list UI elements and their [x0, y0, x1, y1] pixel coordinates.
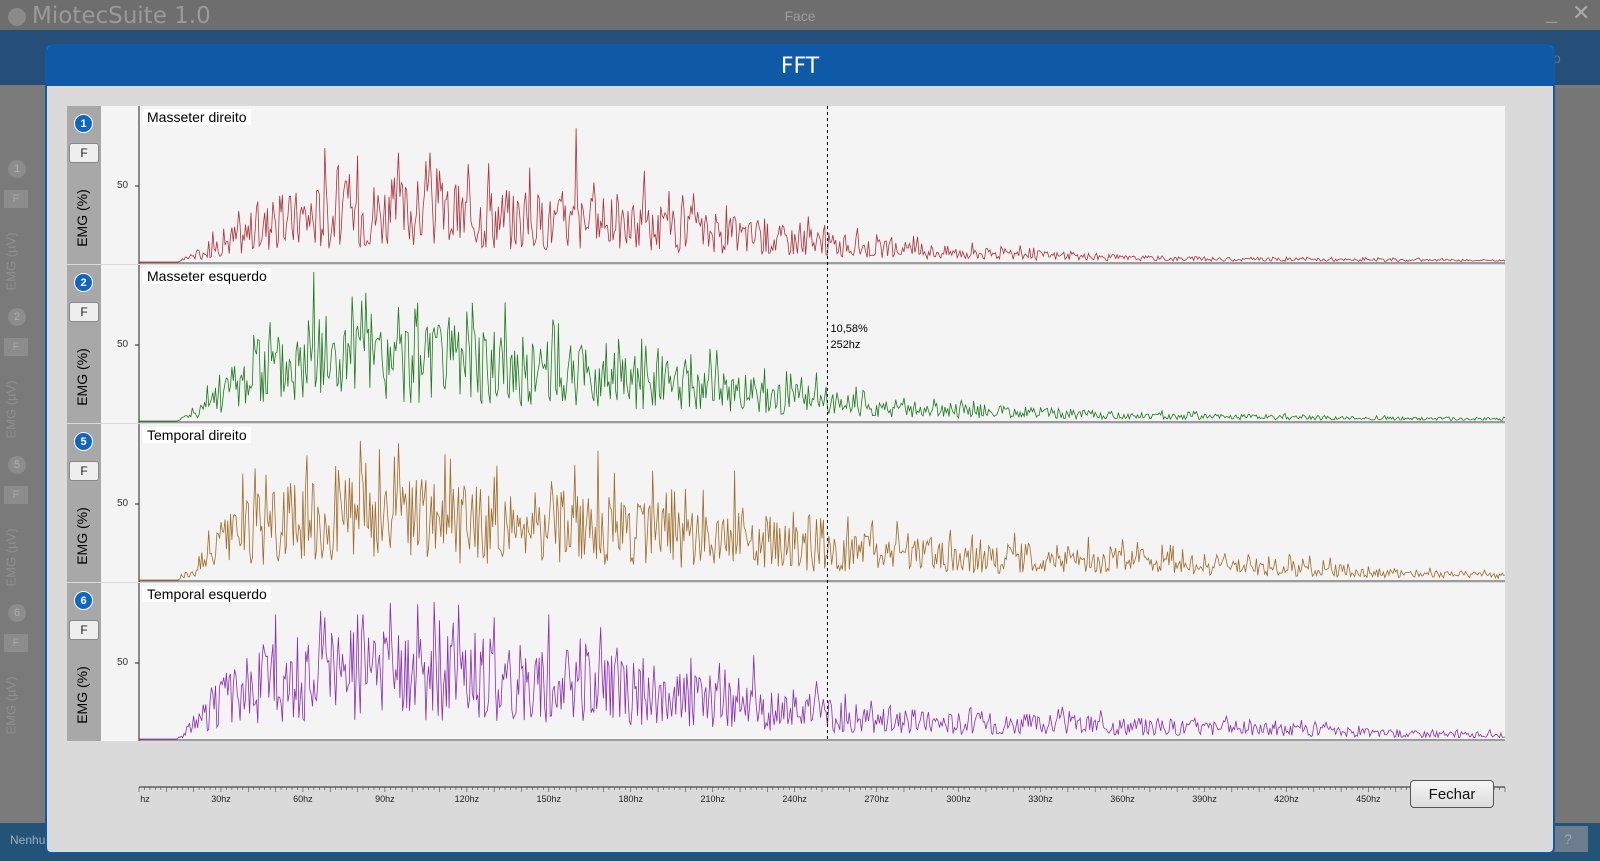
x-tick-label: 300hz — [946, 794, 971, 804]
app-filter-button[interactable]: F — [4, 338, 28, 356]
cursor-readout: 10,58% 252hz — [830, 321, 867, 353]
x-tick-label: 60hz — [293, 794, 313, 804]
app-axis-label-text: EMG (µV) — [3, 380, 19, 439]
app-right-panel — [1553, 88, 1600, 823]
app-axis-label-text: EMG (µV) — [3, 232, 19, 291]
spectrum-series — [139, 271, 1505, 422]
app-filter-button[interactable]: F — [4, 486, 28, 504]
x-tick-label: 270hz — [864, 794, 889, 804]
spectrum-plot — [135, 265, 1505, 423]
app-axis-label: EMG (µV) — [4, 522, 32, 592]
status-text: Nenhu — [10, 833, 46, 847]
panel-title: Temporal esquerdo — [143, 586, 271, 602]
app-axis-label: EMG (µV) — [4, 670, 32, 740]
app-channel-badge[interactable]: 1 — [8, 160, 26, 178]
filter-button[interactable]: F — [69, 302, 99, 322]
x-tick-label: 450hz — [1356, 794, 1381, 804]
x-tick-label: 240hz — [782, 794, 807, 804]
x-tick-label: 30hz — [211, 794, 231, 804]
app-channel-badge[interactable]: 6 — [8, 604, 26, 622]
channel-strip: 5 F EMG (%) — [67, 424, 101, 582]
fechar-button[interactable]: Fechar — [1410, 780, 1494, 808]
cursor-overlay — [826, 106, 828, 741]
window-title: Face — [784, 8, 816, 24]
x-axis: hz 30hz 60hz 90hz 120hz 150hz 180hz 210hz 240hz 2… — [138, 786, 1506, 804]
miotec-logo-icon — [8, 7, 26, 26]
filter-button[interactable]: F — [69, 620, 99, 640]
app-titlebar: MiotecSuite 1.0 Face _ ✕ — [0, 0, 1600, 30]
x-tick-label: 150hz — [537, 794, 562, 804]
fft-panel: 1 F EMG (%) 50 Masseter direito — [67, 106, 1505, 266]
fft-panel: 6 F EMG (%) 50 Temporal esquerdo — [67, 583, 1505, 743]
channel-number-badge[interactable]: 6 — [74, 591, 93, 610]
channel-number-badge[interactable]: 5 — [74, 432, 93, 451]
panel-title: Masseter direito — [143, 109, 251, 125]
app-channel-badge[interactable]: 5 — [8, 456, 26, 474]
panel-title: Temporal direito — [143, 427, 251, 443]
x-tick-label: 330hz — [1028, 794, 1053, 804]
app-name: MiotecSuite 1.0 — [32, 3, 211, 29]
channel-strip: 1 F EMG (%) — [67, 106, 101, 264]
app-side-channel: 1 F EMG (µV) — [4, 160, 32, 296]
y-tick-label: 50 — [117, 339, 129, 350]
spectrum-plot — [135, 583, 1505, 741]
app-axis-label: EMG (µV) — [4, 374, 32, 444]
channel-strip: 2 F EMG (%) — [67, 265, 101, 423]
plot-area — [101, 106, 1505, 264]
x-tick-label: 90hz — [375, 794, 395, 804]
app-logo: MiotecSuite 1.0 — [8, 3, 211, 29]
app-channel-badge[interactable]: 2 — [8, 308, 26, 326]
app-axis-label-text: EMG (µV) — [3, 528, 19, 587]
minimize-icon[interactable]: _ — [1546, 2, 1558, 24]
x-tick-label: 210hz — [700, 794, 725, 804]
spectrum-series — [139, 601, 1505, 740]
cursor-percent: 10,58% — [830, 323, 868, 335]
dialog-title: FFT — [47, 46, 1553, 86]
channel-number-badge[interactable]: 1 — [74, 114, 93, 133]
fft-dialog: FFT 1 F EMG (%) 50 Masseter direito 2 F EMG (%)… — [45, 44, 1555, 854]
x-tick-label: 180hz — [618, 794, 643, 804]
spectrum-plot — [135, 106, 1505, 264]
filter-button[interactable]: F — [69, 461, 99, 481]
app-side-channel: 6 F EMG (µV) — [4, 604, 32, 740]
x-tick-label: 120hz — [455, 794, 480, 804]
fft-panel: 5 F EMG (%) 50 Temporal direito — [67, 424, 1505, 584]
x-tick-label: 360hz — [1110, 794, 1135, 804]
x-tick-label: hz — [140, 794, 150, 804]
channel-strip: 6 F EMG (%) — [67, 583, 101, 741]
app-axis-label: EMG (µV) — [4, 226, 32, 296]
panel-title: Masseter esquerdo — [143, 268, 271, 284]
close-window-icon[interactable]: ✕ — [1572, 0, 1591, 25]
spectrum-plot — [135, 424, 1505, 582]
x-tick-label: 390hz — [1192, 794, 1217, 804]
channel-number-badge[interactable]: 2 — [74, 273, 93, 292]
app-side-channel: 5 F EMG (µV) — [4, 456, 32, 592]
ribbon-partial-label: o — [1553, 50, 1561, 66]
app-axis-label-text: EMG (µV) — [3, 676, 19, 735]
x-tick-label: 420hz — [1274, 794, 1299, 804]
y-tick-label: 50 — [117, 498, 129, 509]
app-side-channel: 2 F EMG (µV) — [4, 308, 32, 444]
filter-button[interactable]: F — [69, 143, 99, 163]
spectrum-series — [139, 128, 1505, 263]
y-tick-label: 50 — [117, 180, 129, 191]
app-filter-button[interactable]: F — [4, 190, 28, 208]
plot-area — [101, 583, 1505, 741]
spectrum-series — [139, 440, 1505, 581]
y-tick-label: 50 — [117, 657, 129, 668]
cursor-frequency: 252hz — [830, 339, 861, 351]
app-filter-button[interactable]: F — [4, 634, 28, 652]
fft-panel: 2 F EMG (%) 50 Masseter esquerdo — [67, 265, 1505, 425]
